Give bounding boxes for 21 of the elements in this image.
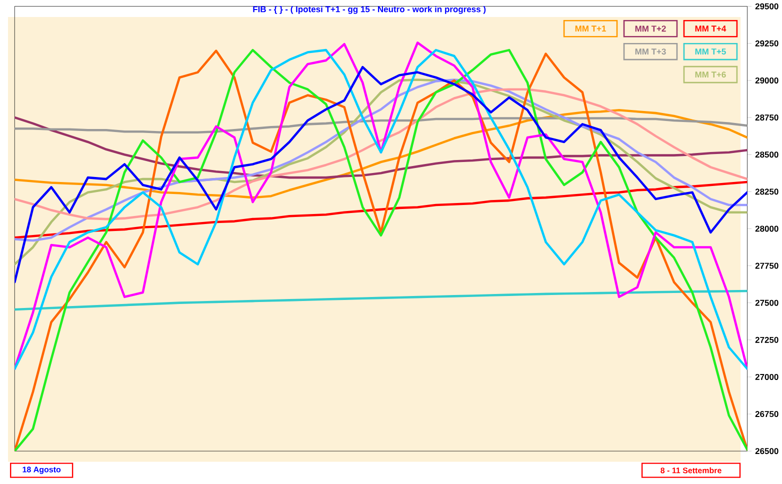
y-tick-label: 27250 (755, 337, 778, 344)
y-tick-label: 28750 (755, 114, 778, 121)
y-tick-label: 29250 (755, 40, 778, 47)
y-tick-label: 29500 (755, 3, 778, 10)
y-tick-label: 28000 (755, 226, 778, 232)
text: MM T+3 (635, 48, 666, 55)
text: MM T+2 (635, 26, 666, 32)
y-tick-label: 29000 (755, 78, 778, 84)
text: MM T+5 (695, 48, 726, 55)
y-tick-label: 27500 (755, 300, 778, 306)
y-tick-label: 27000 (755, 374, 778, 380)
y-tick-label: 26500 (755, 448, 778, 454)
text: MM T+1 (575, 26, 606, 32)
y-tick-label: 26750 (755, 411, 778, 418)
line-series (14, 88, 748, 220)
y-tick-label: 28250 (755, 188, 778, 195)
y-tick-label: 28500 (755, 152, 778, 158)
text: MM T+4 (695, 26, 726, 32)
text: MM T+6 (695, 72, 726, 78)
y-tick-label: 27750 (755, 262, 778, 269)
chart-title: FIB - { } - ( Ipotesi T+1 - gg 15 - Neutro - work in progress ) (253, 6, 486, 14)
